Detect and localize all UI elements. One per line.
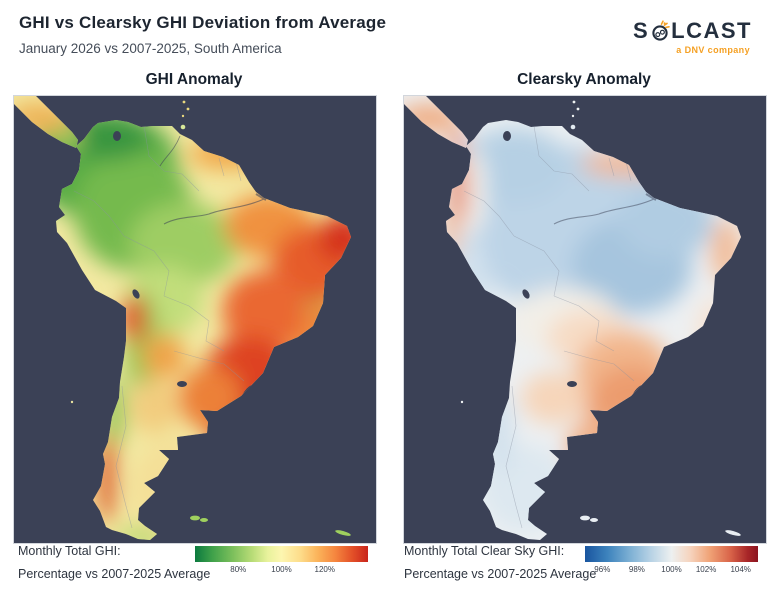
- tick-label: 104%: [730, 565, 751, 574]
- tick-label: 100%: [271, 565, 292, 574]
- sun-icon: [652, 20, 670, 41]
- tick-label: 120%: [314, 565, 335, 574]
- ghi-legend-line1: Monthly Total GHI:: [18, 544, 121, 558]
- islands: [460, 100, 741, 536]
- country-borders: [73, 125, 245, 529]
- tick-label: 98%: [628, 565, 645, 574]
- wordmark-s: S: [632, 18, 650, 43]
- clearsky-legend-label: Monthly Total Clear Sky GHI: Percentage …: [404, 540, 596, 586]
- clearsky-map-title: Clearsky Anomaly: [517, 71, 651, 88]
- solcast-wordmark: S LCAST: [622, 20, 752, 42]
- ghi-colorbar: [195, 546, 368, 562]
- ghi-legend-line2: Percentage vs 2007-2025 Average: [18, 567, 211, 581]
- wordmark-lcast: LCAST: [671, 18, 752, 43]
- clearsky-legend-line2: Percentage vs 2007-2025 Average: [404, 567, 597, 581]
- ghi-colorbar-ticks: 80% 100% 120%: [195, 565, 368, 576]
- tick-label: 80%: [230, 565, 247, 574]
- clearsky-colorbar-ticks: 96% 98% 100% 102% 104%: [585, 565, 758, 576]
- country-borders: [463, 125, 635, 529]
- tick-label: 100%: [661, 565, 682, 574]
- tick-label: 102%: [695, 565, 717, 574]
- page-title: GHI vs Clearsky GHI Deviation from Avera…: [19, 13, 387, 32]
- ghi-legend-label: Monthly Total GHI: Percentage vs 2007-20…: [18, 540, 210, 586]
- clearsky-colorbar: [585, 546, 758, 562]
- logo-tagline: a DNV company: [676, 45, 750, 55]
- clearsky-anomaly-map: [403, 95, 767, 544]
- islands: [70, 100, 351, 536]
- ghi-map-title: GHI Anomaly: [145, 71, 243, 88]
- tick-label: 96%: [594, 565, 611, 574]
- clearsky-legend-line1: Monthly Total Clear Sky GHI:: [404, 544, 565, 558]
- ghi-anomaly-map: [13, 95, 377, 544]
- solcast-logo: S LCAST a DNV company: [622, 20, 752, 56]
- page-subtitle: January 2026 vs 2007-2025, South America: [19, 41, 282, 56]
